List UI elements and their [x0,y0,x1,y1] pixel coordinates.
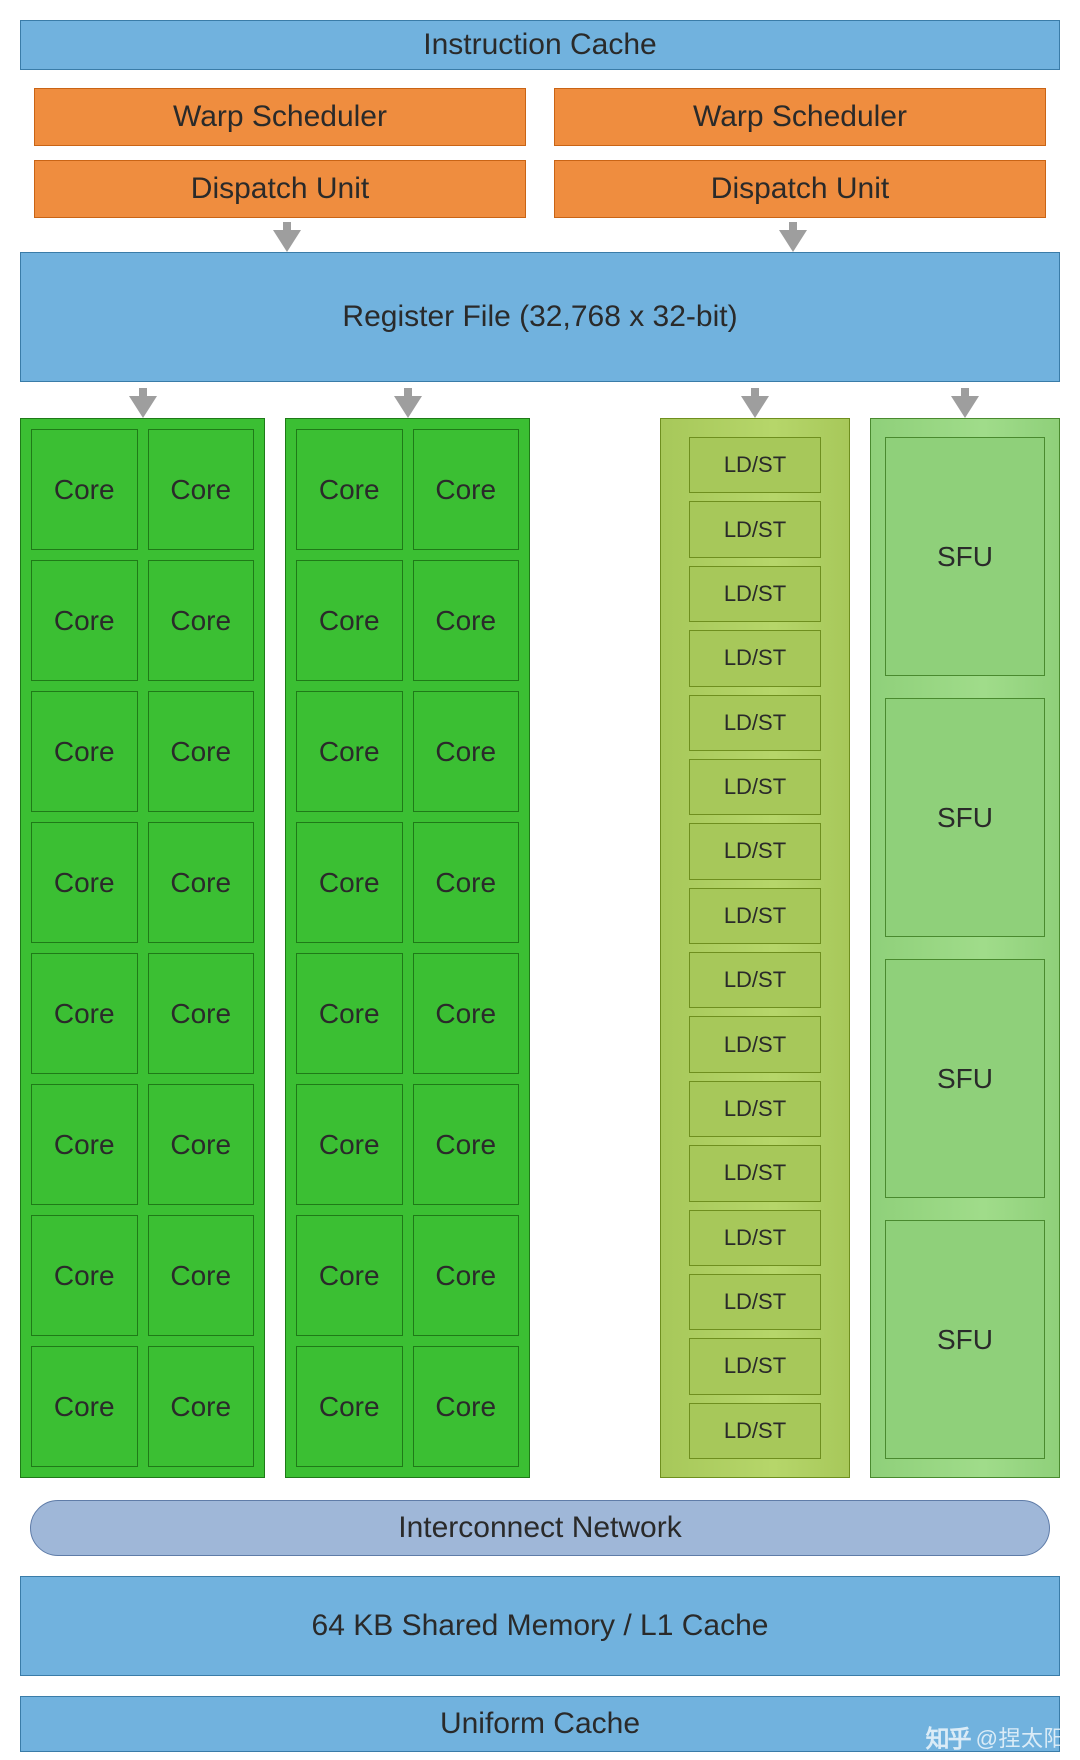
core-cell: Core [31,429,138,550]
ldst-cell: LD/ST [689,1145,821,1201]
core-cell: Core [31,1215,138,1336]
arrow-icon [741,396,769,418]
ldst-cell: LD/ST [689,1403,821,1459]
watermark-text: @捏太阳 [976,1721,1066,1753]
sfu-cell: SFU [885,959,1045,1198]
core-cell: Core [296,1346,403,1467]
core-cell: Core [296,1215,403,1336]
ldst-cell: LD/ST [689,1016,821,1072]
ldst-cell: LD/ST [689,566,821,622]
core-cell: Core [148,1215,255,1336]
core-cell: Core [413,691,520,812]
core-cell: Core [296,822,403,943]
uniform-cache: Uniform Cache [20,1696,1060,1752]
core-cell: Core [413,560,520,681]
core-cell: Core [148,1346,255,1467]
core-cell: Core [413,953,520,1074]
ldst-cell: LD/ST [689,1210,821,1266]
core-cell: Core [296,429,403,550]
register-file: Register File (32,768 x 32-bit) [20,252,1060,382]
sfu-cell: SFU [885,1220,1045,1459]
core-cell: Core [148,691,255,812]
warp-scheduler-row: Warp Scheduler Warp Scheduler [34,88,1046,146]
core-block: CoreCoreCoreCoreCoreCoreCoreCoreCoreCore… [20,418,265,1478]
watermark: 知乎 @捏太阳 [926,1719,1066,1754]
core-cell: Core [413,429,520,550]
core-cell: Core [413,1084,520,1205]
arrows-dispatch-to-regfile [34,218,1046,252]
core-cell: Core [413,1215,520,1336]
ldst-cell: LD/ST [689,501,821,557]
ldst-cell: LD/ST [689,630,821,686]
compute-row: CoreCoreCoreCoreCoreCoreCoreCoreCoreCore… [20,418,1060,1478]
zhihu-logo-icon: 知乎 [926,1719,970,1754]
sfu-cell: SFU [885,698,1045,937]
ldst-cell: LD/ST [689,695,821,751]
core-cell: Core [413,1346,520,1467]
arrow-icon [779,230,807,252]
ldst-cell: LD/ST [689,1081,821,1137]
instruction-cache: Instruction Cache [20,20,1060,70]
sfu-cell: SFU [885,437,1045,676]
ldst-cell: LD/ST [689,1338,821,1394]
core-cell: Core [31,1346,138,1467]
core-cell: Core [296,560,403,681]
ldst-cell: LD/ST [689,952,821,1008]
core-cell: Core [31,1084,138,1205]
arrow-icon [394,396,422,418]
sfu-block: SFU SFU SFU SFU [870,418,1060,1478]
warp-scheduler-left: Warp Scheduler [34,88,526,146]
dispatch-unit-right: Dispatch Unit [554,160,1046,218]
core-cell: Core [413,822,520,943]
ldst-cell: LD/ST [689,823,821,879]
dispatch-unit-left: Dispatch Unit [34,160,526,218]
core-cell: Core [148,1084,255,1205]
arrow-icon [951,396,979,418]
core-cell: Core [296,953,403,1074]
ldst-cell: LD/ST [689,437,821,493]
core-cell: Core [148,822,255,943]
core-cell: Core [31,691,138,812]
ldst-cell: LD/ST [689,759,821,815]
core-block: CoreCoreCoreCoreCoreCoreCoreCoreCoreCore… [285,418,530,1478]
core-cell: Core [296,691,403,812]
core-cell: Core [31,560,138,681]
arrow-icon [129,396,157,418]
core-cell: Core [148,560,255,681]
core-cell: Core [148,953,255,1074]
ldst-cell: LD/ST [689,1274,821,1330]
dispatch-unit-row: Dispatch Unit Dispatch Unit [34,160,1046,218]
ldst-cell: LD/ST [689,888,821,944]
shared-memory-l1: 64 KB Shared Memory / L1 Cache [20,1576,1060,1676]
warp-scheduler-right: Warp Scheduler [554,88,1046,146]
ldst-block: LD/ST LD/ST LD/ST LD/ST LD/ST LD/ST LD/ST LD/ST… [660,418,850,1478]
core-cell: Core [31,953,138,1074]
core-cell: Core [296,1084,403,1205]
core-cell: Core [31,822,138,943]
arrows-regfile-to-cols [20,382,1060,418]
core-cell: Core [148,429,255,550]
interconnect-network: Interconnect Network [30,1500,1050,1556]
arrow-icon [273,230,301,252]
